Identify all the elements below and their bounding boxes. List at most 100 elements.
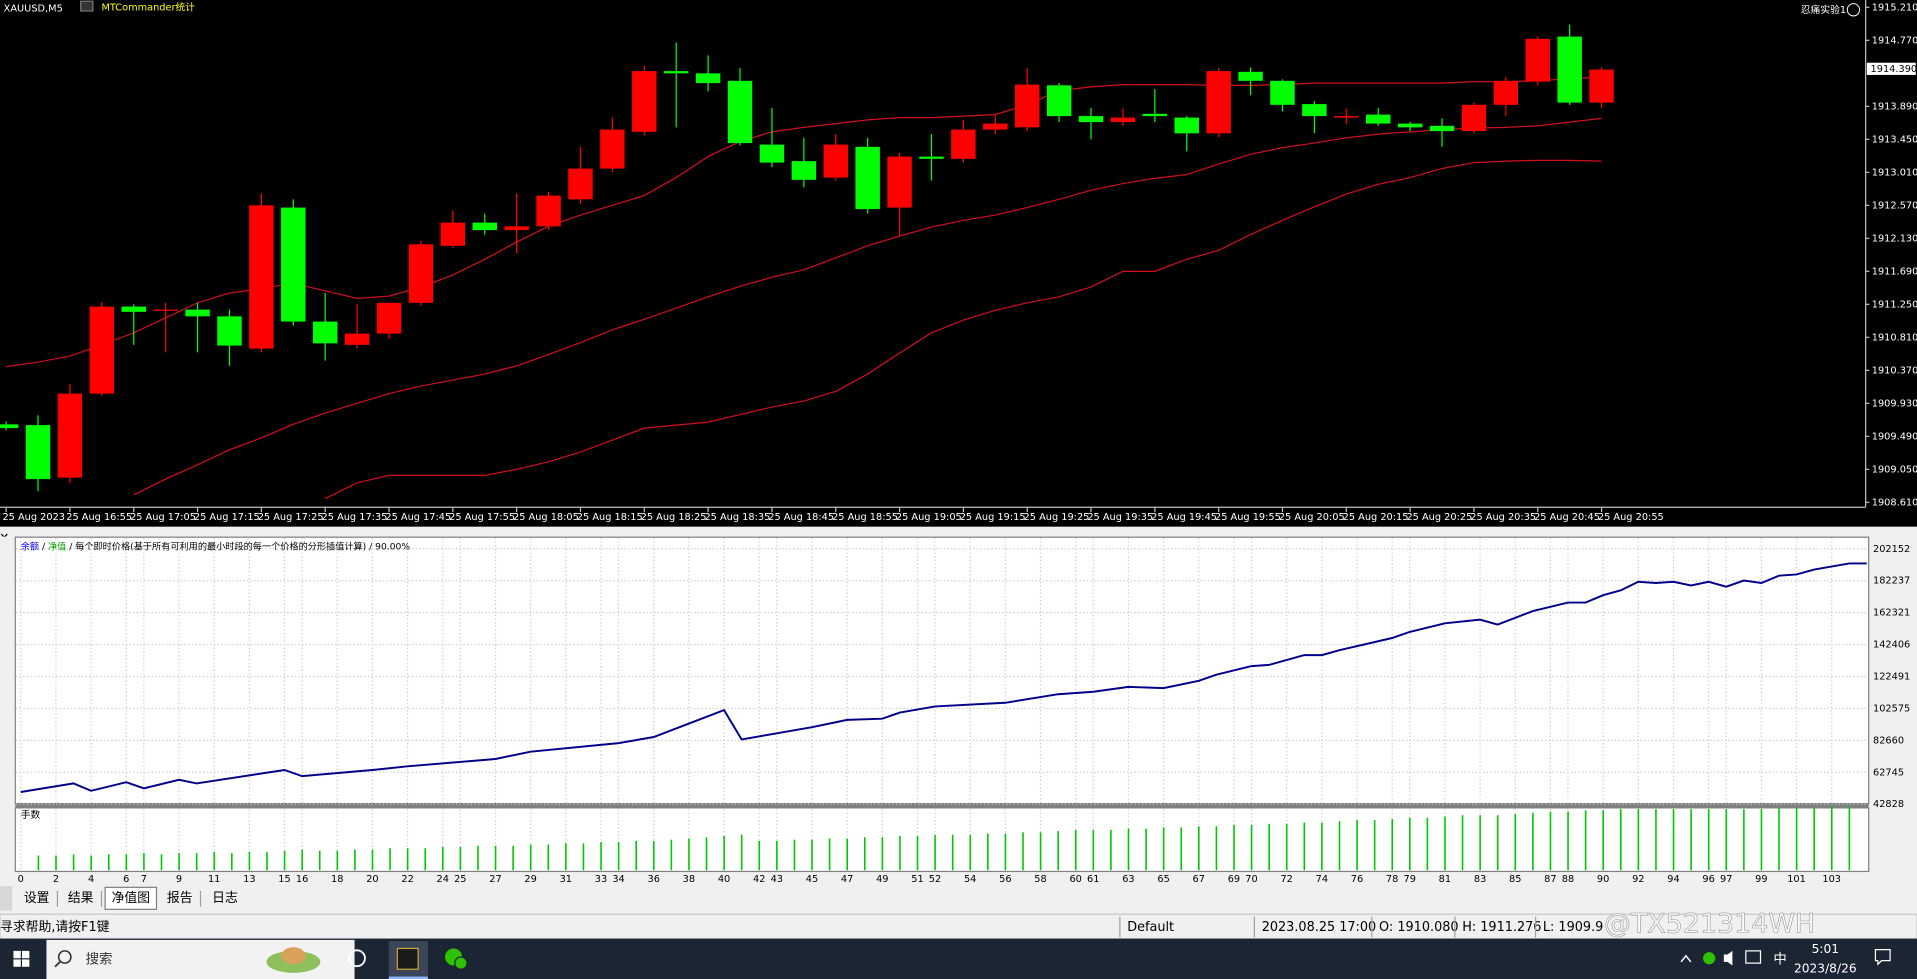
candle-body — [25, 425, 51, 480]
header-part: 每个即时价格(基于所有可利用的最小时段的每一个价格的分形插值计算) — [75, 540, 366, 552]
start-button[interactable] — [13, 950, 30, 967]
lot-bar — [1532, 812, 1534, 871]
lot-bar — [951, 834, 954, 871]
lot-bar — [1725, 809, 1728, 871]
equity-header: 余额 / 净值 / 每个即时价格(基于所有可利用的最小时段的每一个价格的分形插值… — [21, 540, 411, 552]
candle-body — [408, 244, 434, 303]
lot-bar — [1303, 822, 1306, 871]
tab[interactable] — [18, 888, 56, 909]
ime-indicator[interactable]: 中 — [1773, 951, 1786, 967]
search-placeholder: 搜索 — [86, 951, 113, 967]
y-tick-label: 1912.570 — [1872, 200, 1917, 211]
clock-date[interactable]: 2023/8/26 — [1794, 962, 1857, 976]
tray-wechat[interactable] — [1703, 952, 1716, 965]
lot-bar — [1162, 827, 1165, 871]
lot-bar — [1092, 829, 1095, 871]
lot-bar — [1778, 807, 1780, 871]
candle-body — [951, 129, 976, 159]
lot-bar — [1338, 821, 1341, 871]
tab[interactable] — [62, 888, 100, 909]
x-tick-label: 25 Aug 18:05 — [513, 512, 579, 523]
lot-bar — [688, 838, 690, 871]
lot-bar — [1022, 832, 1024, 871]
lot-bar — [1356, 820, 1358, 871]
tray-expand[interactable] — [1680, 954, 1692, 963]
tab[interactable] — [206, 888, 244, 909]
x-tick-label: 25 Aug 19:45 — [1151, 512, 1217, 523]
lot-bar — [1848, 806, 1851, 871]
lot-bar — [1672, 809, 1675, 871]
tab-label[interactable]: 日志 — [212, 891, 238, 906]
tab-label[interactable]: 结果 — [68, 891, 94, 906]
tray-volume[interactable] — [1723, 950, 1733, 966]
candle-body — [1110, 117, 1136, 123]
tab-label[interactable]: 报告 — [167, 891, 193, 906]
lot-bar — [1180, 827, 1183, 871]
candle-body — [1334, 116, 1359, 118]
app-wechat-bubble — [454, 956, 468, 970]
candle-body — [504, 226, 529, 231]
price-axes: 1915.210 1914.770 1913.890 1913.450 1913.010… — [2, 2, 1917, 523]
x-tick-label: 25 Aug 20:05 — [1279, 512, 1345, 523]
candle-body — [1493, 80, 1519, 105]
notification-center[interactable] — [1874, 949, 1891, 966]
x-tick-label: 61 — [1087, 874, 1099, 885]
lot-bar — [652, 840, 655, 871]
candle-body — [1365, 114, 1391, 124]
x-tick-label: 25 Aug 17:25 — [258, 512, 324, 523]
y-tick-label: 202152 — [1873, 544, 1910, 555]
lot-bar — [90, 855, 92, 871]
lot-bar — [565, 843, 567, 871]
lot-bar — [1409, 817, 1411, 871]
header-part: 余额 — [21, 540, 39, 552]
x-tick-label: 58 — [1034, 874, 1046, 885]
lot-bar — [266, 851, 268, 871]
tab[interactable] — [161, 888, 199, 909]
tray-network[interactable] — [1745, 950, 1762, 964]
y-tick-label: 1915.210 — [1872, 2, 1917, 13]
x-tick-label: 25 Aug 20:55 — [1598, 512, 1664, 523]
tab-label[interactable]: 设置 — [24, 891, 50, 906]
lot-bar — [1198, 826, 1200, 871]
lot-bar — [1743, 809, 1745, 871]
x-tick-label: 49 — [876, 874, 888, 885]
candle-body — [312, 321, 338, 344]
x-tick-label: 25 Aug 18:45 — [768, 512, 834, 523]
task-view[interactable] — [348, 949, 366, 968]
tab-label[interactable]: 净值图 — [112, 890, 150, 906]
equity-line — [20, 562, 1867, 793]
candle-body — [919, 156, 944, 159]
x-tick-label: 25 Aug 17:45 — [385, 512, 451, 523]
logo-tile — [13, 950, 21, 959]
x-tick-label: 15 — [278, 874, 290, 885]
x-tick-label: 25 Aug 17:55 — [449, 512, 515, 523]
lot-bar — [1127, 828, 1130, 871]
y-tick-label: 1911.690 — [1872, 266, 1917, 277]
x-tick-label: 25 Aug 19:05 — [896, 512, 962, 523]
candle-body — [632, 71, 657, 132]
lot-bar — [1619, 809, 1622, 871]
x-tick-label: 69 — [1228, 874, 1240, 885]
x-tick-label: 99 — [1755, 874, 1767, 885]
candle-body — [344, 333, 370, 345]
app-active-bar — [388, 976, 428, 979]
lot-bar — [705, 837, 708, 871]
candle-body — [1014, 84, 1040, 128]
lot-bar — [811, 839, 813, 871]
x-tick-label: 90 — [1597, 874, 1609, 885]
symbol-label: XAUUSD,M5 — [4, 4, 63, 15]
status-bar — [0, 913, 1917, 940]
clock-time[interactable]: 5:01 — [1812, 942, 1839, 956]
lot-bar — [1690, 809, 1692, 871]
x-tick-label: 25 Aug 19:55 — [1215, 512, 1281, 523]
lot-bar — [670, 839, 673, 871]
tab-active[interactable] — [104, 886, 158, 910]
lot-bar — [55, 855, 57, 871]
x-tick-label: 72 — [1280, 874, 1292, 885]
lot-bar — [1391, 818, 1394, 871]
lot-bar — [863, 837, 866, 871]
y-tick-label: 1909.050 — [1872, 464, 1917, 475]
candle-body — [1557, 36, 1582, 103]
x-tick-label: 79 — [1404, 874, 1416, 885]
candle-body — [1302, 104, 1327, 117]
